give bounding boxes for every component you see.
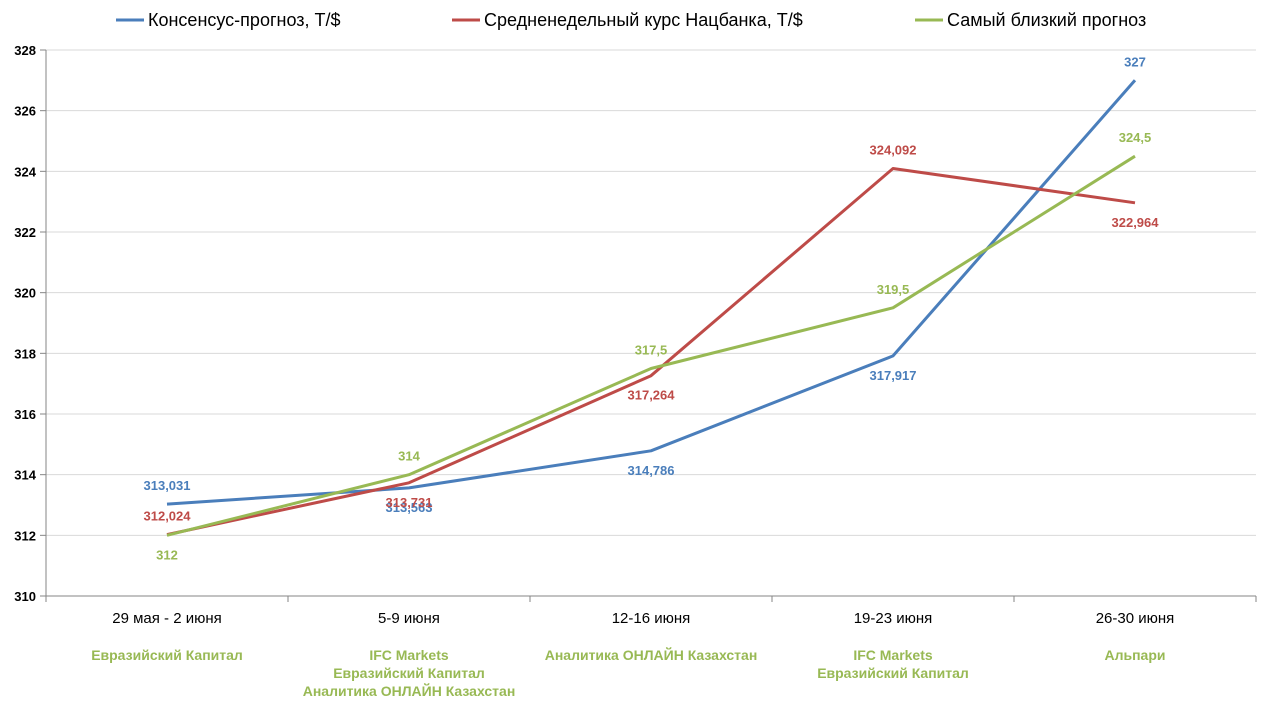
y-tick-label: 314 xyxy=(14,468,36,483)
x-subcategory-label: IFC Markets xyxy=(369,647,449,663)
legend-label: Самый близкий прогноз xyxy=(947,10,1146,30)
x-tick-label: 5-9 июня xyxy=(378,610,440,627)
y-tick-label: 316 xyxy=(14,407,36,422)
x-tick-label: 19-23 июня xyxy=(854,610,933,627)
data-label: 319,5 xyxy=(877,282,910,297)
series-line-2 xyxy=(166,167,1136,537)
x-tick-label: 26-30 июня xyxy=(1096,610,1175,627)
data-label: 312 xyxy=(156,547,178,562)
x-tick-label: 12-16 июня xyxy=(612,610,691,627)
data-label: 317,5 xyxy=(635,343,668,358)
data-label: 312,024 xyxy=(144,509,192,524)
x-subcategory-label: Евразийский Капитал xyxy=(333,665,485,681)
legend-label: Консенсус-прогноз, Т/$ xyxy=(148,10,341,30)
y-tick-label: 324 xyxy=(14,164,36,179)
y-tick-label: 322 xyxy=(14,225,36,240)
data-label: 313,563 xyxy=(386,500,433,515)
series-line-3 xyxy=(166,154,1136,537)
x-axis: 29 мая - 2 июня Евразийский Капитал 5-9 ию… xyxy=(45,595,1257,699)
x-subcategory-label: Аналитика ОНЛАЙН Казахстан xyxy=(303,682,516,699)
x-tick-label: 29 мая - 2 июня xyxy=(112,610,222,627)
legend-label: Средненедельный курс Нацбанка, Т/$ xyxy=(484,10,803,30)
data-label: 317,264 xyxy=(628,388,676,403)
data-label: 324,092 xyxy=(870,143,917,158)
y-tick-label: 318 xyxy=(14,346,36,361)
y-tick-label: 312 xyxy=(14,528,36,543)
data-label: 324,5 xyxy=(1119,130,1152,145)
data-label: 317,917 xyxy=(870,368,917,383)
data-label: 313,731 xyxy=(386,495,433,510)
y-axis: 310 312 314 316 318 320 322 324 326 328 xyxy=(14,43,47,604)
y-tick-label: 326 xyxy=(14,104,36,119)
data-labels: 313,031 313,563 314,786 317,917 327 312,024 31… xyxy=(144,54,1160,562)
y-tick-label: 310 xyxy=(14,589,36,604)
legend: Консенсус-прогноз, Т/$ Средненедельный ку… xyxy=(116,10,1146,30)
series-line-1 xyxy=(166,79,1137,506)
data-label: 313,031 xyxy=(144,478,191,493)
x-subcategory-label: Евразийский Капитал xyxy=(817,665,969,681)
series-lines xyxy=(166,79,1137,537)
data-label: 314 xyxy=(398,449,420,464)
data-label: 314,786 xyxy=(628,463,675,478)
y-tick-label: 320 xyxy=(14,286,36,301)
y-tick-label: 328 xyxy=(14,43,36,58)
x-subcategory-label: Альпари xyxy=(1104,647,1165,663)
data-label: 322,964 xyxy=(1112,215,1160,230)
x-subcategory-label: Евразийский Капитал xyxy=(91,647,243,663)
x-subcategory-label: Аналитика ОНЛАЙН Казахстан xyxy=(545,646,758,663)
x-subcategory-label: IFC Markets xyxy=(853,647,933,663)
data-label: 327 xyxy=(1124,54,1146,69)
